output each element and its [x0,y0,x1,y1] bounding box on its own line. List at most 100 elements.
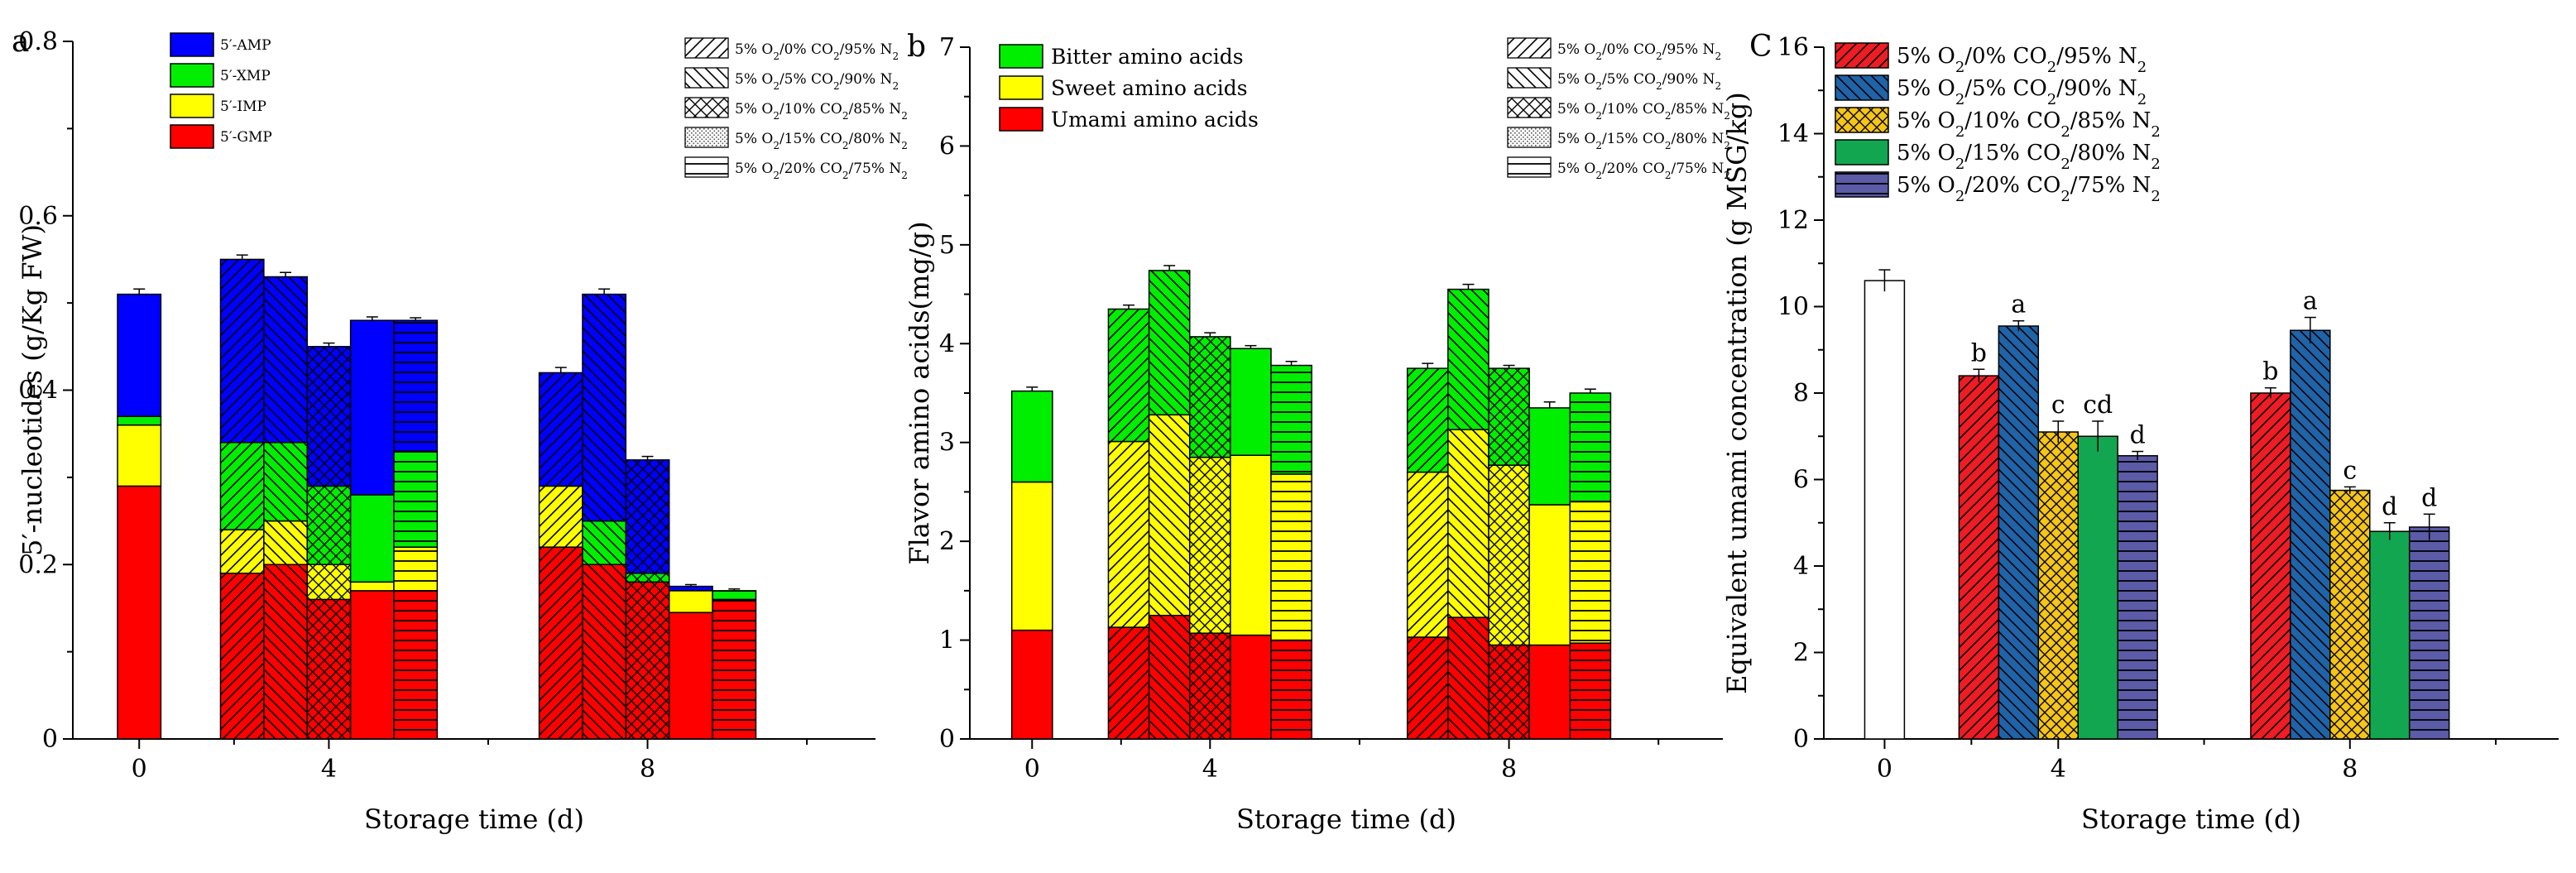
legend-text-part: 5% O [735,71,773,88]
bar-segment-umami-hatch [1271,640,1312,739]
y-tick-label: 2 [939,527,955,556]
legend-swatch [1835,107,1889,133]
bar-segment-amp [263,276,308,444]
legend-text-part: 2 [773,80,780,92]
bar-segment-umami [1148,614,1191,740]
bar-segment-amp-hatch [263,276,308,443]
legend-text-part: /10% CO [780,101,842,118]
bar-segment-umami [1406,636,1449,740]
bar-segment-bitter [1569,392,1612,503]
legend-swatch [170,32,214,57]
y-tick-label: 0 [1793,725,1809,754]
legend-swatch [1507,67,1552,89]
legend-nucleotides: 5′-AMP 5′-XMP 5′-IMP 5′-GMP [170,32,272,149]
bar-segment-xmp-hatch [626,573,669,583]
legend-text-part: 2 [1665,110,1672,122]
bar-segment-gmp [219,573,265,740]
legend-text-part: 5% O [1897,108,1955,133]
bar-segment-bitter-fill [1011,391,1053,482]
significance-label: cd [2083,391,2113,420]
legend-label: Sweet amino acids [1051,76,1248,100]
bar-segment-gmp-hatch [220,573,264,739]
bar-segment-sweet [1230,454,1272,636]
y-tick-label: 10 [1777,293,1809,322]
bar-segment-sweet-hatch [1570,501,1611,644]
y-tick-label: 0.4 [18,377,58,405]
y-tick-label: 0.2 [18,550,58,579]
y-tick-label: 0.8 [18,27,58,56]
legend-swatch [1835,74,1889,101]
bar-segment-xmp [117,415,162,426]
legend-text-part: 2 [2151,188,2160,205]
legend-label: 5% O2/20% CO2/75% N2 [735,161,908,181]
legend-text-part: /80% N [848,131,901,147]
bar-segment-sweet-hatch [1108,441,1149,628]
bar-segment-bitter [1010,390,1053,483]
bar-segment-umami [1270,639,1312,740]
legend-label: 5′-XMP [220,68,271,84]
legend-text-part: /90% N [1662,71,1715,88]
bar-segment-umami-hatch [1189,633,1230,739]
bar-segment-sweet-hatch [1149,415,1190,616]
bar-segment-imp [538,485,583,548]
bar-segment-xmp-hatch [712,590,756,600]
bar-segment-amp-hatch [539,372,583,487]
legend-text-part: 2 [2151,156,2160,173]
legend-text-part: /90% N [840,71,893,88]
bar-segment-amp-hatch [394,320,438,452]
bar-segment-amp-fill [669,586,713,591]
y-tick-label: 0.6 [18,202,58,231]
bar-segment-umami [1107,626,1150,740]
bar-segment-gmp [306,598,352,740]
legend-text-part: /80% N [2070,141,2151,165]
y-tick-label: 0 [939,725,955,754]
x-tick-label: 8 [1501,755,1517,784]
significance-label: b [1971,338,1987,367]
bar-segment-gmp [582,564,627,740]
legend-swatch-outline [1835,74,1889,101]
bar-segment-xmp-hatch [263,442,308,521]
legend-text-part: /5% CO [780,71,833,88]
legend-text-part: 5% O [1557,101,1595,118]
bar-hatch [2409,526,2449,739]
bar-hatch [2250,393,2291,739]
legend-label: 5% O2/10% CO2/85% N2 [735,101,908,122]
legend-label: 5% O2/15% CO2/80% N2 [1897,141,2161,173]
legend-swatch-hatch [1835,43,1888,68]
bar-segment-gmp-fill [350,590,394,739]
bar-segment-xmp-hatch [582,520,626,565]
bar-segment-umami [1488,644,1530,740]
bar-segment-bitter-hatch [1570,393,1611,502]
bar-segment-gmp [117,485,162,740]
bar-segment-xmp-fill [350,494,394,583]
bar-segment-umami-hatch [1407,636,1448,739]
y-tick-label: 0 [42,725,58,754]
bar [2408,526,2450,740]
legend-swatch-fill [1835,140,1888,165]
bar [2037,431,2079,740]
bar-segment-imp-hatch [220,530,264,573]
x-axis-label: Storage time (d) [364,803,584,835]
bar-fill [2078,436,2118,739]
bar-segment-xmp [393,450,439,548]
legend-text-part: /10% CO [1964,108,2060,133]
legend-label: 5% O2/15% CO2/80% N2 [1557,131,1730,151]
bar-hatch [2118,455,2158,739]
y-axis-label: Flavor amino acids(mg/g) [904,221,935,564]
legend-text-part: /75% N [2070,173,2151,198]
bar-segment-gmp [393,590,439,740]
bar-segment-imp [117,424,162,487]
bar-segment-umami-hatch [1447,617,1489,739]
bar [2250,392,2291,740]
bar-segment-amp [306,346,352,487]
legend-text-part: /95% N [2056,44,2137,69]
bar-segment-bitter-hatch [1407,368,1448,472]
bar-fill [2369,531,2410,739]
bar [2329,489,2371,740]
legend-swatch [1835,42,1889,69]
legend-label: 5% O2/20% CO2/75% N2 [1897,173,2161,205]
bar-segment-amp [668,585,713,592]
legend-swatch-outline [1835,139,1889,165]
bar-segment-umami-fill [1230,635,1271,739]
bar-segment-umami [1010,629,1053,740]
